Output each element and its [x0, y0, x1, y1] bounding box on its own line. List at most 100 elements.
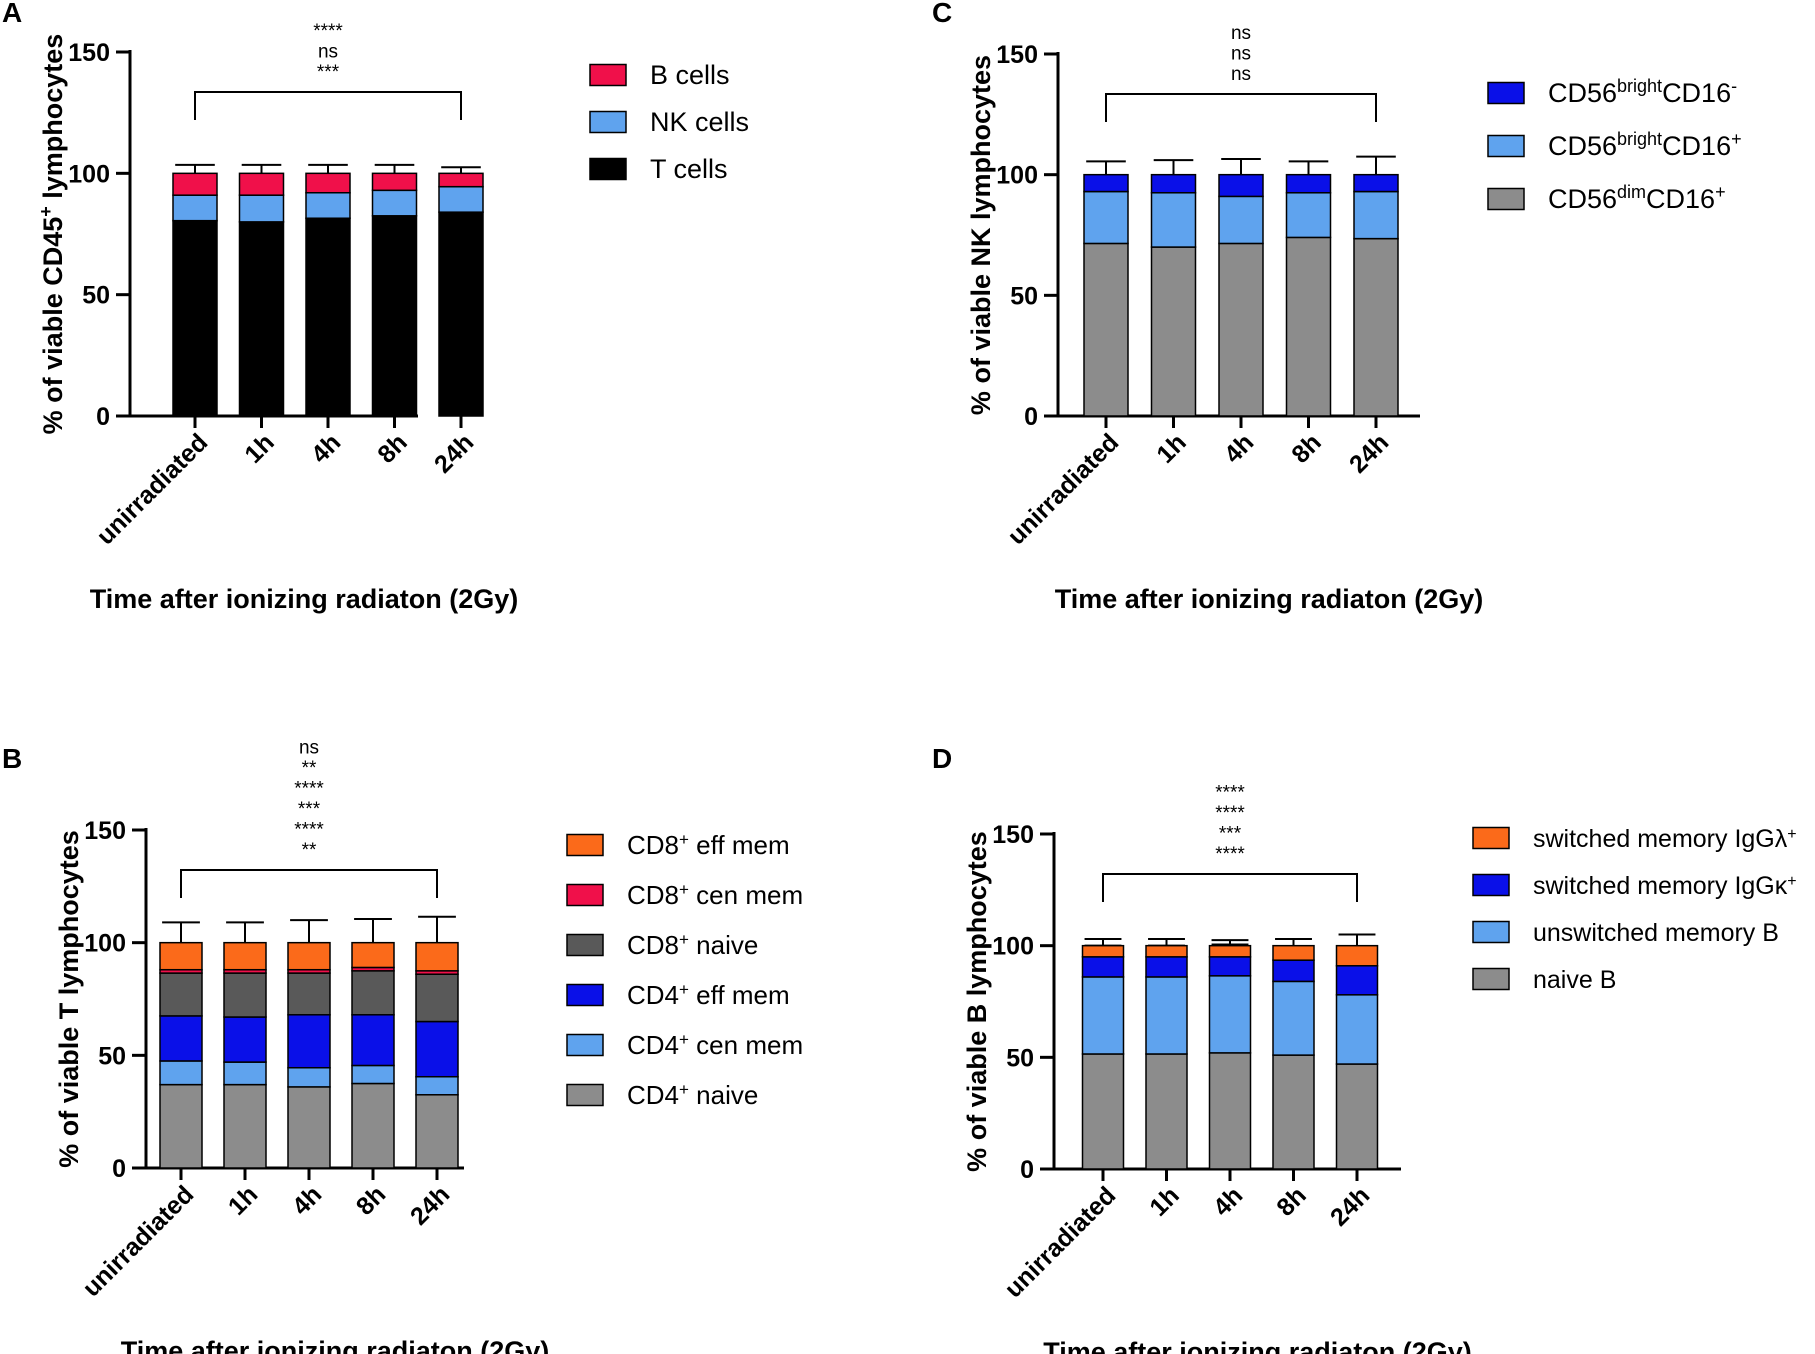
bar-segment	[223, 972, 267, 1018]
y-axis-label: % of viable B lymphocytes	[962, 831, 992, 1172]
legend-label: switched memory IgGλ+	[1533, 825, 1797, 853]
legend-label: CD56brightCD16-	[1548, 76, 1737, 108]
text-part: bright	[1617, 129, 1662, 149]
bar-segment	[351, 970, 395, 1016]
significance-label: ***	[1219, 824, 1242, 845]
bar-segment	[159, 972, 203, 1017]
significance-label: ns	[299, 738, 319, 759]
significance-bracket	[180, 869, 438, 898]
bar-segment	[415, 973, 459, 1023]
bar-segment	[1353, 173, 1399, 193]
y-tick-label: 100	[992, 933, 1034, 961]
legend-label: CD56brightCD16+	[1548, 129, 1742, 161]
legend-swatch	[1487, 134, 1525, 158]
x-tick-label: 4h	[287, 1180, 327, 1220]
bar-segment	[1272, 1054, 1315, 1170]
bar-segment	[1335, 1063, 1379, 1170]
bar-segment	[1083, 190, 1129, 245]
bar-segment	[1208, 975, 1252, 1054]
text-part: cen mem	[689, 1030, 803, 1060]
x-tick-label: 4h	[1219, 428, 1259, 468]
legend-swatch	[566, 883, 604, 907]
text-part: unswitched memory B	[1533, 919, 1779, 947]
bar-segment	[1285, 173, 1332, 194]
x-tick-label: 1h	[223, 1180, 263, 1220]
chart-panel-b: B 0 50 100 150% of viable T lymphocytes unirr…	[2, 738, 803, 1354]
bar-segment	[238, 194, 285, 223]
text-part: +	[36, 206, 56, 217]
bar-segment	[1285, 236, 1332, 417]
bar-segment	[438, 211, 484, 417]
text-part: +	[679, 930, 689, 949]
significance-label: ****	[313, 21, 343, 42]
x-tick-label: 1h	[239, 428, 279, 468]
bar-segment	[351, 1082, 395, 1169]
bar-segment	[223, 941, 267, 971]
text-part: % of viable B lymphocytes	[962, 831, 992, 1172]
legend-label: NK cells	[650, 107, 749, 137]
significance-label: ****	[1215, 803, 1245, 824]
legend-label: CD56dimCD16+	[1548, 182, 1726, 214]
text-part: CD8	[627, 930, 679, 960]
bar-segment	[1145, 976, 1188, 1055]
bar-segment	[1218, 242, 1264, 417]
bar-segment	[415, 941, 459, 972]
legend-swatch	[1472, 873, 1510, 897]
bar-segment	[351, 1014, 395, 1067]
x-axis-label: Time after ionizing radiaton (2Gy)	[90, 584, 519, 614]
panel-letter: A	[2, 0, 22, 28]
y-tick-label: 0	[1020, 1156, 1034, 1184]
legend-label: CD4+ eff mem	[627, 980, 790, 1011]
significance-bracket	[1102, 873, 1358, 902]
legend-swatch	[1472, 920, 1510, 944]
significance-bracket	[194, 91, 462, 120]
x-tick-label: unirradiated	[999, 1181, 1121, 1303]
x-axis-label: Time after ionizing radiaton (2Gy)	[121, 1336, 550, 1354]
y-tick-label: 50	[1006, 1044, 1034, 1072]
bar-segment	[1208, 1052, 1252, 1170]
bar-segment	[371, 215, 418, 417]
legend-label: CD8+ eff mem	[627, 830, 790, 861]
text-part: eff mem	[689, 830, 790, 860]
x-tick-label: 8h	[1271, 1181, 1311, 1221]
x-tick-label: unirradiated	[77, 1180, 199, 1302]
bar-segment	[287, 972, 331, 1016]
text-part: lymphocytes	[38, 34, 68, 207]
significance-label: ****	[1215, 844, 1245, 865]
bar-segment	[415, 1020, 459, 1078]
bar-segment	[1218, 173, 1264, 198]
bar-segment	[287, 1086, 331, 1169]
significance-label: ns	[1231, 64, 1251, 85]
legend-swatch	[566, 1033, 604, 1057]
panel-letter: C	[932, 0, 952, 28]
bar-segment	[159, 1060, 203, 1086]
text-part: +	[1715, 182, 1726, 202]
x-tick-label: 4h	[1208, 1181, 1248, 1221]
bar-segment	[1335, 944, 1379, 967]
x-tick-label: unirradiated	[91, 428, 213, 550]
significance-bracket	[1105, 93, 1377, 122]
bar-segment	[371, 189, 418, 217]
panel-letter: B	[2, 743, 22, 774]
y-tick-label: 150	[84, 817, 126, 845]
bar-segment	[1150, 173, 1197, 194]
bar-segment	[287, 1066, 331, 1088]
x-tick-label: 24h	[1325, 1181, 1375, 1231]
legend-swatch	[1487, 81, 1525, 105]
text-part: +	[679, 1080, 689, 1099]
y-axis-label: % of viable CD45+ lymphocytes	[36, 34, 68, 435]
bar-segment	[438, 172, 484, 188]
y-tick-label: 0	[96, 403, 110, 431]
bar-segment	[351, 1064, 395, 1085]
text-part: cen mem	[689, 880, 803, 910]
legend-label: switched memory IgGκ+	[1533, 872, 1797, 900]
bar-segment	[1150, 246, 1197, 417]
bar-segment	[172, 172, 218, 196]
text-part: eff mem	[689, 980, 790, 1010]
text-part: CD56	[1548, 78, 1617, 108]
bar-segment	[172, 194, 218, 222]
bar-segment	[223, 1083, 267, 1169]
legend-swatch	[566, 1083, 604, 1107]
y-axis-label: % of viable NK lymphocytes	[966, 55, 996, 415]
